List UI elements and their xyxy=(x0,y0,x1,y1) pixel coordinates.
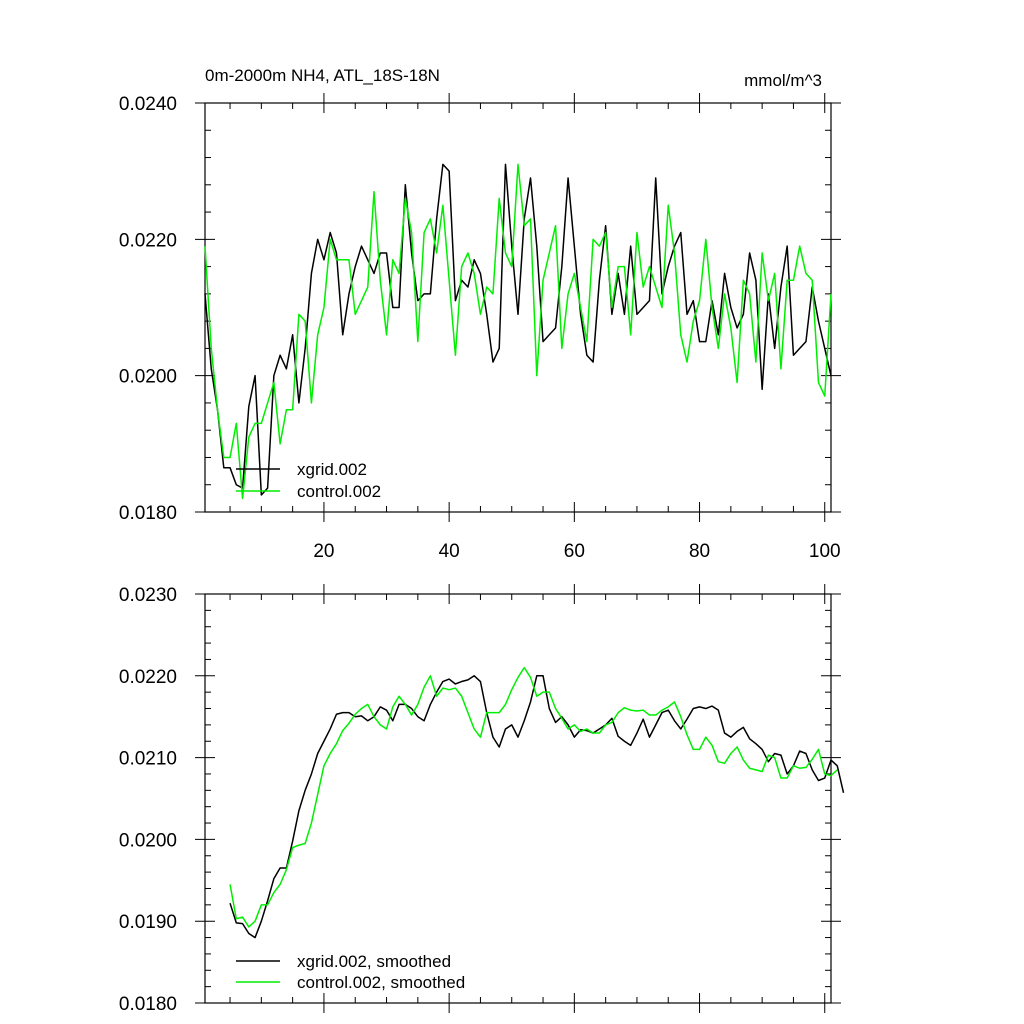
plot-frame xyxy=(204,593,832,1004)
x-tick-label: 20 xyxy=(313,541,334,562)
y-tick-label: 0.0180 xyxy=(119,503,177,524)
series-line-control-002-smoothed xyxy=(229,666,838,928)
chart-title: 0m-2000m NH4, ATL_18S-18N xyxy=(205,66,440,85)
series-line-xgrid-002-smoothed xyxy=(229,675,845,939)
x-tick-label: 60 xyxy=(564,541,585,562)
x-tick-label: 80 xyxy=(689,541,710,562)
units-label: mmol/m^3 xyxy=(744,71,822,90)
legend-label: xgrid.002, smoothed xyxy=(297,952,451,971)
x-tick-label: 100 xyxy=(809,541,841,562)
y-tick-label: 0.0210 xyxy=(119,749,177,770)
legend-label: control.002, smoothed xyxy=(297,973,465,992)
y-tick-label: 0.0230 xyxy=(119,585,177,606)
series-line-xgrid-002 xyxy=(204,163,832,496)
y-tick-label: 0.0200 xyxy=(119,830,177,851)
series-line-control-002 xyxy=(204,163,832,500)
y-tick-label: 0.0220 xyxy=(119,230,177,251)
x-tick-label: 40 xyxy=(439,541,460,562)
bottom-panel: 0.0180 0.0190 0.0200 0.0210 0.0220 0.0230 xgri… xyxy=(119,584,845,1015)
y-tick-label: 0.0180 xyxy=(119,994,177,1015)
y-tick-label: 0.0190 xyxy=(119,912,177,933)
legend-label: xgrid.002 xyxy=(297,460,367,479)
y-tick-label: 0.0200 xyxy=(119,367,177,388)
top-panel: 0m-2000m NH4, ATL_18S-18N mmol/m^3 20 40 6… xyxy=(119,66,841,562)
plot-frame xyxy=(204,102,832,513)
y-tick-label: 0.0240 xyxy=(119,94,177,115)
y-tick-label: 0.0220 xyxy=(119,667,177,688)
legend-label: control.002 xyxy=(297,482,381,501)
